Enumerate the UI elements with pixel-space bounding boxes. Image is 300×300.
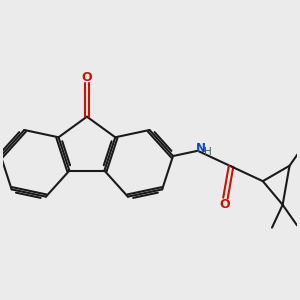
- Text: O: O: [219, 198, 230, 211]
- Text: H: H: [204, 147, 212, 157]
- Text: O: O: [82, 70, 92, 84]
- Text: N: N: [195, 142, 206, 155]
